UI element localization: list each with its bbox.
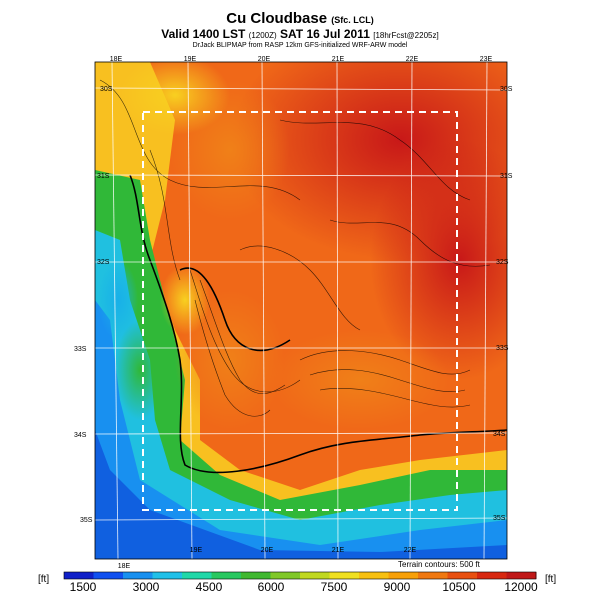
colorbar-swatch xyxy=(93,572,124,579)
colorbar-label-12000: 12000 xyxy=(504,580,538,594)
colorbar-frame xyxy=(63,571,537,580)
colorbar-label-10500: 10500 xyxy=(442,580,476,594)
lon-top-22: 22E xyxy=(406,56,419,63)
colorbar xyxy=(63,571,537,580)
colorbar-swatch xyxy=(418,572,448,579)
colorbar-label-7500: 7500 xyxy=(320,580,348,594)
lat-lon-grid xyxy=(94,61,508,560)
map-title: Cu Cloudbase (Sfc. LCL) xyxy=(226,10,374,27)
lon-bottom-19: 19E xyxy=(190,547,203,554)
lon-bottom-20: 20E xyxy=(261,547,274,554)
colorbar-unit-right: [ft] xyxy=(545,574,557,585)
colorbar-label-1500: 1500 xyxy=(69,580,97,594)
lon-bottom-22: 22E xyxy=(404,547,417,554)
lat-right-32: 32S xyxy=(496,259,509,266)
lon-top-18: 18E xyxy=(110,56,123,63)
colorbar-unit-left: [ft] xyxy=(38,574,50,585)
lat-right-33: 33S xyxy=(496,345,509,352)
lat-left-33: 33S xyxy=(74,346,87,353)
colorbar-swatch xyxy=(241,572,271,579)
lat-left-35: 35S xyxy=(80,517,93,524)
lat-right-30: 30S xyxy=(500,86,513,93)
map-frame xyxy=(94,61,508,560)
lat-left-32: 32S xyxy=(97,259,110,266)
lon-top-21: 21E xyxy=(332,56,345,63)
colorbar-swatch xyxy=(182,572,212,579)
lat-left-30: 30S xyxy=(100,86,113,93)
lon-top-20: 20E xyxy=(258,56,271,63)
colorbar-swatch xyxy=(64,572,94,579)
map-labels: 18E 19E 20E 21E 22E 23E 18E 19E 20E 21E … xyxy=(74,56,513,570)
cloudbase-field xyxy=(95,62,507,559)
lon-bottom-21: 21E xyxy=(332,547,345,554)
lat-left-34: 34S xyxy=(74,432,87,439)
colorbar-label-3000: 3000 xyxy=(132,580,160,594)
colorbar-swatch xyxy=(388,572,419,579)
terrain-note: Terrain contours: 500 ft xyxy=(398,560,480,569)
colorbar-swatch xyxy=(300,572,330,579)
lat-right-34: 34S xyxy=(493,431,506,438)
colorbar-label-9000: 9000 xyxy=(383,580,411,594)
model-credit: DrJack BLIPMAP from RASP 12km GFS-initia… xyxy=(192,42,408,49)
colorbar-swatch xyxy=(447,572,478,579)
lat-right-35: 35S xyxy=(493,515,506,522)
inner-domain-box xyxy=(142,111,458,511)
colorbar-swatch xyxy=(270,572,301,579)
terrain-contours xyxy=(99,79,491,417)
coastline xyxy=(129,174,508,474)
lon-top-19: 19E xyxy=(184,56,197,63)
colorbar-swatch xyxy=(506,572,537,579)
lon-top-23: 23E xyxy=(480,56,493,63)
colorbar-swatch xyxy=(211,572,242,579)
colorbar-swatch xyxy=(329,572,360,579)
colorbar-swatch xyxy=(123,572,153,579)
colorbar-swatch xyxy=(359,572,389,579)
valid-time: Valid 1400 LST (1200Z) SAT 16 Jul 2011 [… xyxy=(161,27,439,41)
colorbar-swatch xyxy=(477,572,507,579)
colorbar-label-6000: 6000 xyxy=(257,580,285,594)
lon-bottom-18: 18E xyxy=(118,563,131,570)
colorbar-swatch xyxy=(152,572,183,579)
lat-right-31: 31S xyxy=(500,173,513,180)
lat-left-31: 31S xyxy=(97,173,110,180)
colorbar-label-4500: 4500 xyxy=(195,580,223,594)
